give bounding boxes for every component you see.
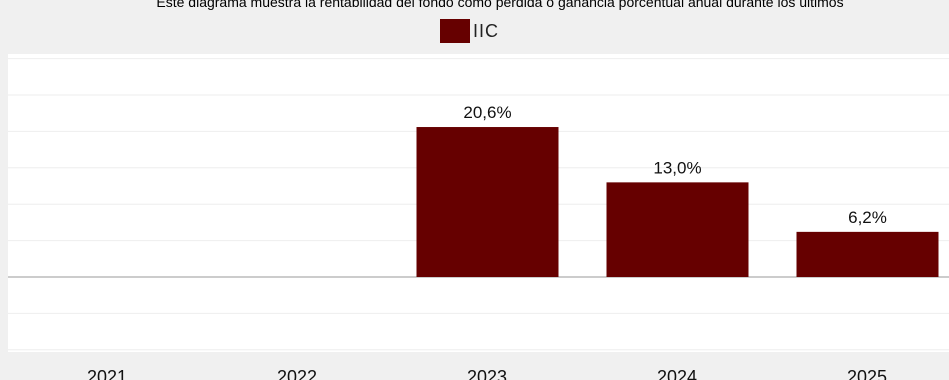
x-tick-label-2023: 2023 <box>467 367 507 380</box>
bar-2025 <box>796 231 939 277</box>
bar-2023 <box>416 127 559 277</box>
x-axis-tick-labels: 2021 2022 2023 2024 2025 <box>87 367 887 380</box>
data-label-2024: 13,0% <box>653 158 701 177</box>
x-tick-label-2021: 2021 <box>87 367 127 380</box>
x-tick-label-2022: 2022 <box>277 367 317 380</box>
legend: IIC <box>440 19 499 43</box>
data-label-2025: 6,2% <box>848 208 887 227</box>
legend-label-iic: IIC <box>473 20 500 41</box>
x-tick-label-2024: 2024 <box>657 367 697 380</box>
data-label-2023: 20,6% <box>463 103 511 122</box>
bar-2024 <box>606 182 749 277</box>
data-labels: 20,6% 13,0% 6,2% <box>463 103 886 227</box>
x-tick-label-2025: 2025 <box>847 367 887 380</box>
bars <box>416 127 939 277</box>
chart-title: Este diagrama muestra la rentabilidad de… <box>156 0 844 10</box>
legend-swatch-iic <box>440 19 470 43</box>
